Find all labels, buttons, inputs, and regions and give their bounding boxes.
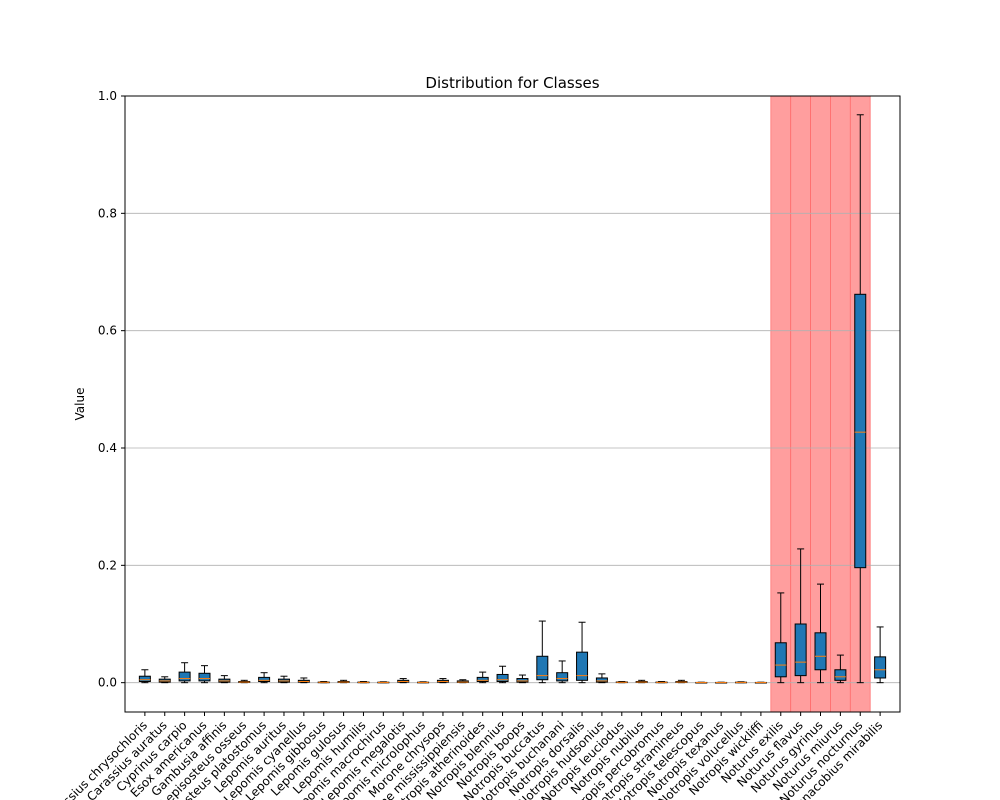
chart-title: Distribution for Classes [425, 74, 599, 92]
box-notropis-telescopus [695, 681, 708, 684]
y-tick-label: 0.6 [98, 324, 117, 338]
box-noturus-flavus [794, 548, 807, 684]
box-iqr [595, 677, 608, 683]
box-morone-chrysops [436, 678, 449, 684]
box-iqr [496, 673, 509, 682]
box-notropis-leuciodus [615, 680, 628, 684]
box-iqr [258, 676, 271, 682]
box-noturus-miurus [834, 654, 847, 684]
box-iqr [576, 651, 589, 681]
box-notropis-boops [516, 674, 529, 684]
box-esox-americanus [198, 665, 211, 684]
box-iqr [516, 678, 529, 683]
box-iqr [536, 655, 549, 681]
box-iqr [138, 675, 151, 682]
box-noturus-gyrinus [814, 583, 827, 684]
box-notropis-percobromus [655, 680, 668, 684]
box-iqr [476, 676, 489, 682]
box-lepisosteus-osseus [238, 679, 251, 684]
y-tick-label: 0.8 [98, 206, 117, 220]
box-notropis-buccatus [536, 620, 549, 684]
box-iqr [198, 672, 211, 682]
highlight-band-noturus-miurus [830, 95, 851, 713]
box-iqr [178, 671, 191, 682]
boxes [138, 114, 887, 684]
box-notropis-hudsonius [595, 673, 608, 684]
box-carassius-chrysochloris [138, 669, 151, 684]
box-notropis-texanus [715, 681, 728, 684]
box-notropis-buchanani [556, 660, 569, 684]
box-noturus-nocturnus [854, 114, 867, 684]
box-gambusia-affinis [218, 675, 231, 684]
box-lepisosteus-platostomus [258, 672, 271, 684]
box-iqr [556, 672, 569, 682]
box-lepomis-megalotis [397, 678, 410, 684]
box-notropis-volucellus [735, 681, 748, 684]
box-noturus-exilis [774, 592, 787, 684]
box-iqr [834, 669, 847, 681]
box-notropis-blennius [496, 665, 509, 684]
box-lepomis-humilis [357, 680, 370, 684]
box-iqr [854, 293, 867, 569]
box-lepomis-gibbosus [317, 680, 330, 684]
box-lepomis-auritus [277, 675, 290, 684]
y-tick-label: 0.4 [98, 441, 117, 455]
box-carassius-auratus [158, 676, 171, 684]
box-iqr [774, 642, 787, 678]
box-iqr [794, 623, 807, 677]
y-tick-label: 0.2 [98, 558, 117, 572]
box-notropis-dorsalis [576, 621, 589, 684]
y-tick-label: 0.0 [98, 676, 117, 690]
box-lepomis-gulosus [337, 679, 350, 684]
box-cyprinus-carpio [178, 662, 191, 684]
box-notropis-atherinoides [476, 671, 489, 684]
y-axis-ticks: 0.0 0.2 0.4 0.6 0.8 1.0 [98, 89, 125, 690]
box-phenacobius-mirabilis [874, 626, 887, 684]
box-lepomis-cyanellus [297, 677, 310, 684]
plot-frame [124, 95, 901, 713]
box-morone-mississippiensis [456, 679, 469, 684]
box-notropis-wickliffi [754, 681, 767, 684]
box-notropis-nubilus [635, 679, 648, 684]
y-tick-label: 1.0 [98, 89, 117, 103]
box-notropis-stramineus [675, 679, 688, 684]
box-iqr [814, 632, 827, 671]
y-axis-label: Value [73, 388, 87, 421]
box-iqr [874, 656, 887, 679]
box-lepomis-macrochirus [377, 681, 390, 684]
box-lepomis-microlophus [417, 681, 430, 684]
